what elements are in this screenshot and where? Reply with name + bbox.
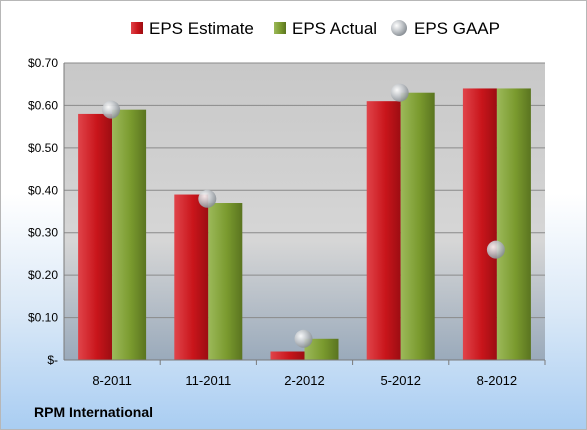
bar-estimate: [462, 88, 497, 360]
x-tick-label: 8-2012: [477, 373, 517, 388]
x-tick-label: 2-2012: [284, 373, 324, 388]
y-tick-label: $-: [47, 353, 58, 367]
y-tick-label: $0.30: [28, 226, 58, 240]
marker-gaap: [198, 189, 217, 208]
bars: [78, 88, 531, 361]
axes: $- $0.10 $0.20 $0.30 $0.40 $0.50 $0.60 $0.70 8-2…: [28, 56, 546, 388]
legend-swatch-gaap: [391, 20, 407, 36]
bar-estimate: [78, 113, 113, 361]
x-tick-label: 8-2011: [92, 373, 132, 388]
legend-label-actual: EPS Actual: [292, 19, 377, 38]
y-tick-label: $0.20: [28, 268, 58, 282]
legend-item-gaap: EPS GAAP: [391, 19, 500, 38]
bar-estimate: [270, 351, 305, 360]
bar-actual: [208, 203, 243, 360]
y-tick-label: $0.10: [28, 311, 58, 325]
bar-actual: [400, 92, 435, 360]
gaap-markers: [102, 83, 505, 348]
y-tick-label: $0.40: [28, 183, 58, 197]
marker-gaap: [390, 83, 409, 102]
y-tick-label: $0.70: [28, 56, 58, 70]
marker-gaap: [294, 329, 313, 348]
legend-label-gaap: EPS GAAP: [414, 19, 500, 38]
legend-item-estimate: EPS Estimate: [131, 19, 254, 38]
marker-gaap: [486, 240, 505, 259]
y-tick-label: $0.50: [28, 141, 58, 155]
legend-label-estimate: EPS Estimate: [149, 19, 254, 38]
bar-actual: [496, 88, 531, 360]
legend-swatch-estimate: [131, 22, 143, 34]
y-tick-label: $0.60: [28, 98, 58, 112]
x-tick-label: 5-2012: [380, 373, 420, 388]
x-tick-label: 11-2011: [185, 373, 231, 388]
bar-estimate: [174, 194, 209, 360]
legend-swatch-actual: [274, 22, 286, 34]
bar-actual: [112, 109, 147, 361]
marker-gaap: [102, 100, 121, 119]
bar-estimate: [366, 101, 401, 360]
legend-item-actual: EPS Actual: [274, 19, 377, 38]
company-name: RPM International: [34, 404, 153, 420]
bar-actual: [304, 338, 339, 360]
legend: EPS Estimate EPS Actual EPS GAAP: [131, 19, 500, 38]
